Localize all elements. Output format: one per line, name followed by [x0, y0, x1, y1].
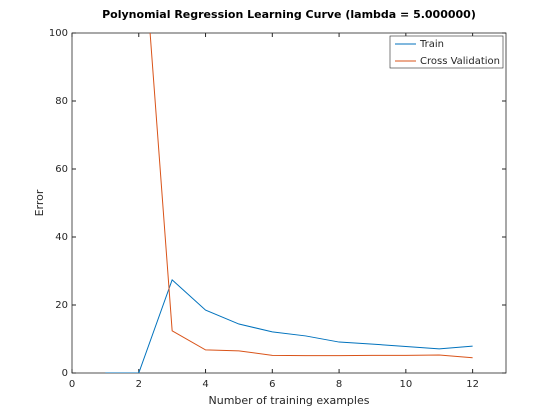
x-tick-label: 12 — [466, 379, 479, 390]
y-tick-label: 40 — [55, 232, 68, 243]
y-axis-label: Error — [33, 189, 46, 216]
x-tick-label: 8 — [336, 379, 342, 390]
x-tick-label: 0 — [69, 379, 75, 390]
plot-area — [105, 33, 473, 373]
legend-label: Train — [419, 39, 444, 50]
y-tick-label: 100 — [49, 28, 68, 39]
y-tick-label: 60 — [55, 164, 68, 175]
legend-box — [389, 35, 504, 69]
chart-title: Polynomial Regression Learning Curve (la… — [102, 8, 476, 21]
x-axis-label: Number of training examples — [209, 394, 370, 407]
x-tick-label: 2 — [136, 379, 142, 390]
y-tick-label: 80 — [55, 96, 68, 107]
legend-label: Cross Validation — [420, 56, 500, 67]
x-tick-label: 10 — [399, 379, 412, 390]
series-line — [149, 33, 473, 359]
x-tick-label: 4 — [202, 379, 208, 390]
axes-box — [71, 32, 507, 374]
series-line — [105, 278, 473, 373]
y-tick-label: 0 — [62, 368, 68, 379]
x-tick-label: 6 — [269, 379, 275, 390]
y-tick-label: 20 — [55, 300, 68, 311]
